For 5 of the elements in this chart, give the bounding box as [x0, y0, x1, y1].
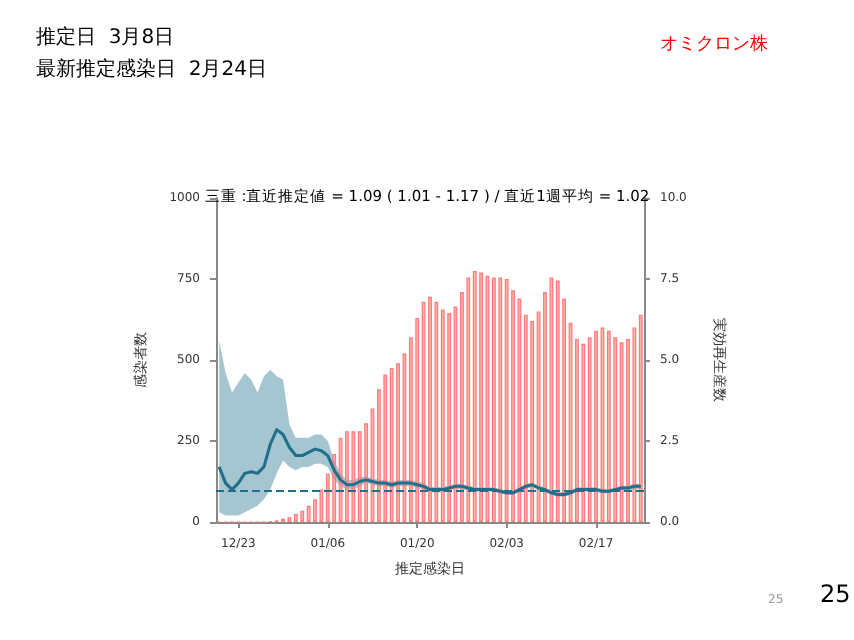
line-series: [217, 428, 643, 496]
text: オミクロン株: [660, 33, 768, 55]
text: 推定日 3月8日: [36, 25, 175, 49]
text: 25: [820, 580, 851, 608]
text: 最新推定感染日 2月24日: [36, 57, 267, 81]
